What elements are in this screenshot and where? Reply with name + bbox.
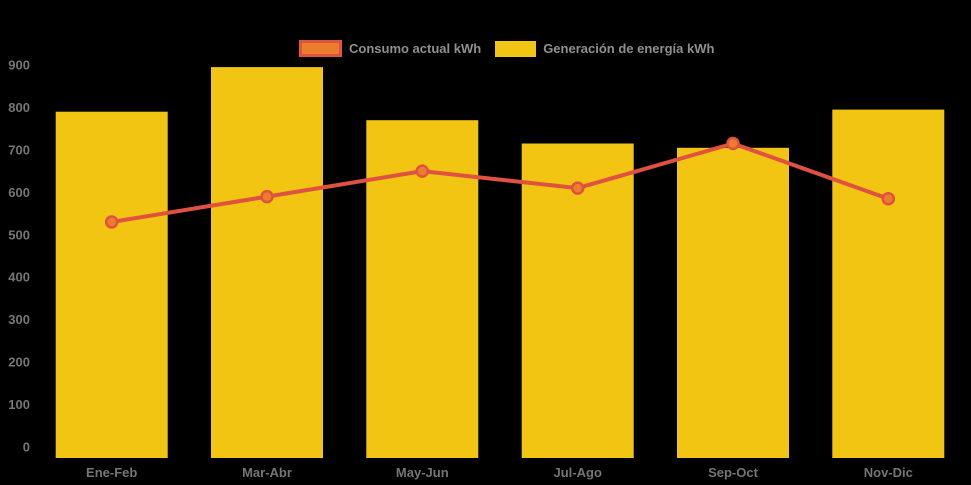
x-axis-label-ene-feb: Ene-Feb (86, 465, 137, 480)
y-axis-label-200: 200 (8, 355, 30, 370)
y-axis-label-400: 400 (8, 270, 30, 285)
x-axis-label-sep-oct: Sep-Oct (708, 465, 759, 480)
chart-legend: Consumo actual kWh Generación de energía… (299, 40, 714, 57)
bar-ene-feb[interactable] (55, 111, 168, 458)
y-axis-label-800: 800 (8, 100, 30, 115)
legend-item-consumo[interactable]: Consumo actual kWh (299, 40, 481, 57)
bar-sep-oct[interactable] (677, 147, 789, 459)
consumption-line (109, 141, 891, 224)
line-point-ene-feb[interactable] (104, 215, 119, 229)
y-axis-label-700: 700 (8, 142, 30, 157)
y-axis-label-600: 600 (8, 185, 30, 200)
line-point-sep-oct[interactable] (726, 136, 740, 151)
x-axis-label-may-jun: May-Jun (396, 465, 449, 480)
legend-label-consumo: Consumo actual kWh (349, 41, 482, 56)
x-axis-label-jul-ago: Jul-Ago (554, 465, 602, 480)
y-axis-label-500: 500 (8, 227, 30, 242)
line-point-nov-dic[interactable] (881, 191, 896, 206)
x-axis-label-nov-dic: Nov-Dic (864, 465, 913, 480)
bar-mar-abr[interactable] (211, 67, 323, 458)
y-axis-label-100: 100 (8, 397, 30, 412)
line-point-may-jun[interactable] (415, 164, 430, 178)
legend-item-generacion[interactable]: Generación de energía kWh (495, 40, 715, 57)
line-point-jul-ago[interactable] (570, 181, 585, 195)
legend-label-generacion: Generación de energía kWh (543, 41, 715, 56)
legend-swatch-line-series-icon (299, 40, 342, 57)
y-axis-label-900: 900 (8, 58, 30, 73)
bar-jul-ago[interactable] (521, 143, 634, 459)
line-point-mar-abr[interactable] (260, 189, 274, 204)
x-axis-label-mar-abr: Mar-Abr (242, 465, 292, 480)
y-axis-label-0: 0 (23, 440, 30, 455)
legend-swatch-bar-series-icon (495, 40, 537, 57)
y-axis-label-300: 300 (8, 312, 30, 327)
bar-nov-dic[interactable] (832, 109, 945, 458)
